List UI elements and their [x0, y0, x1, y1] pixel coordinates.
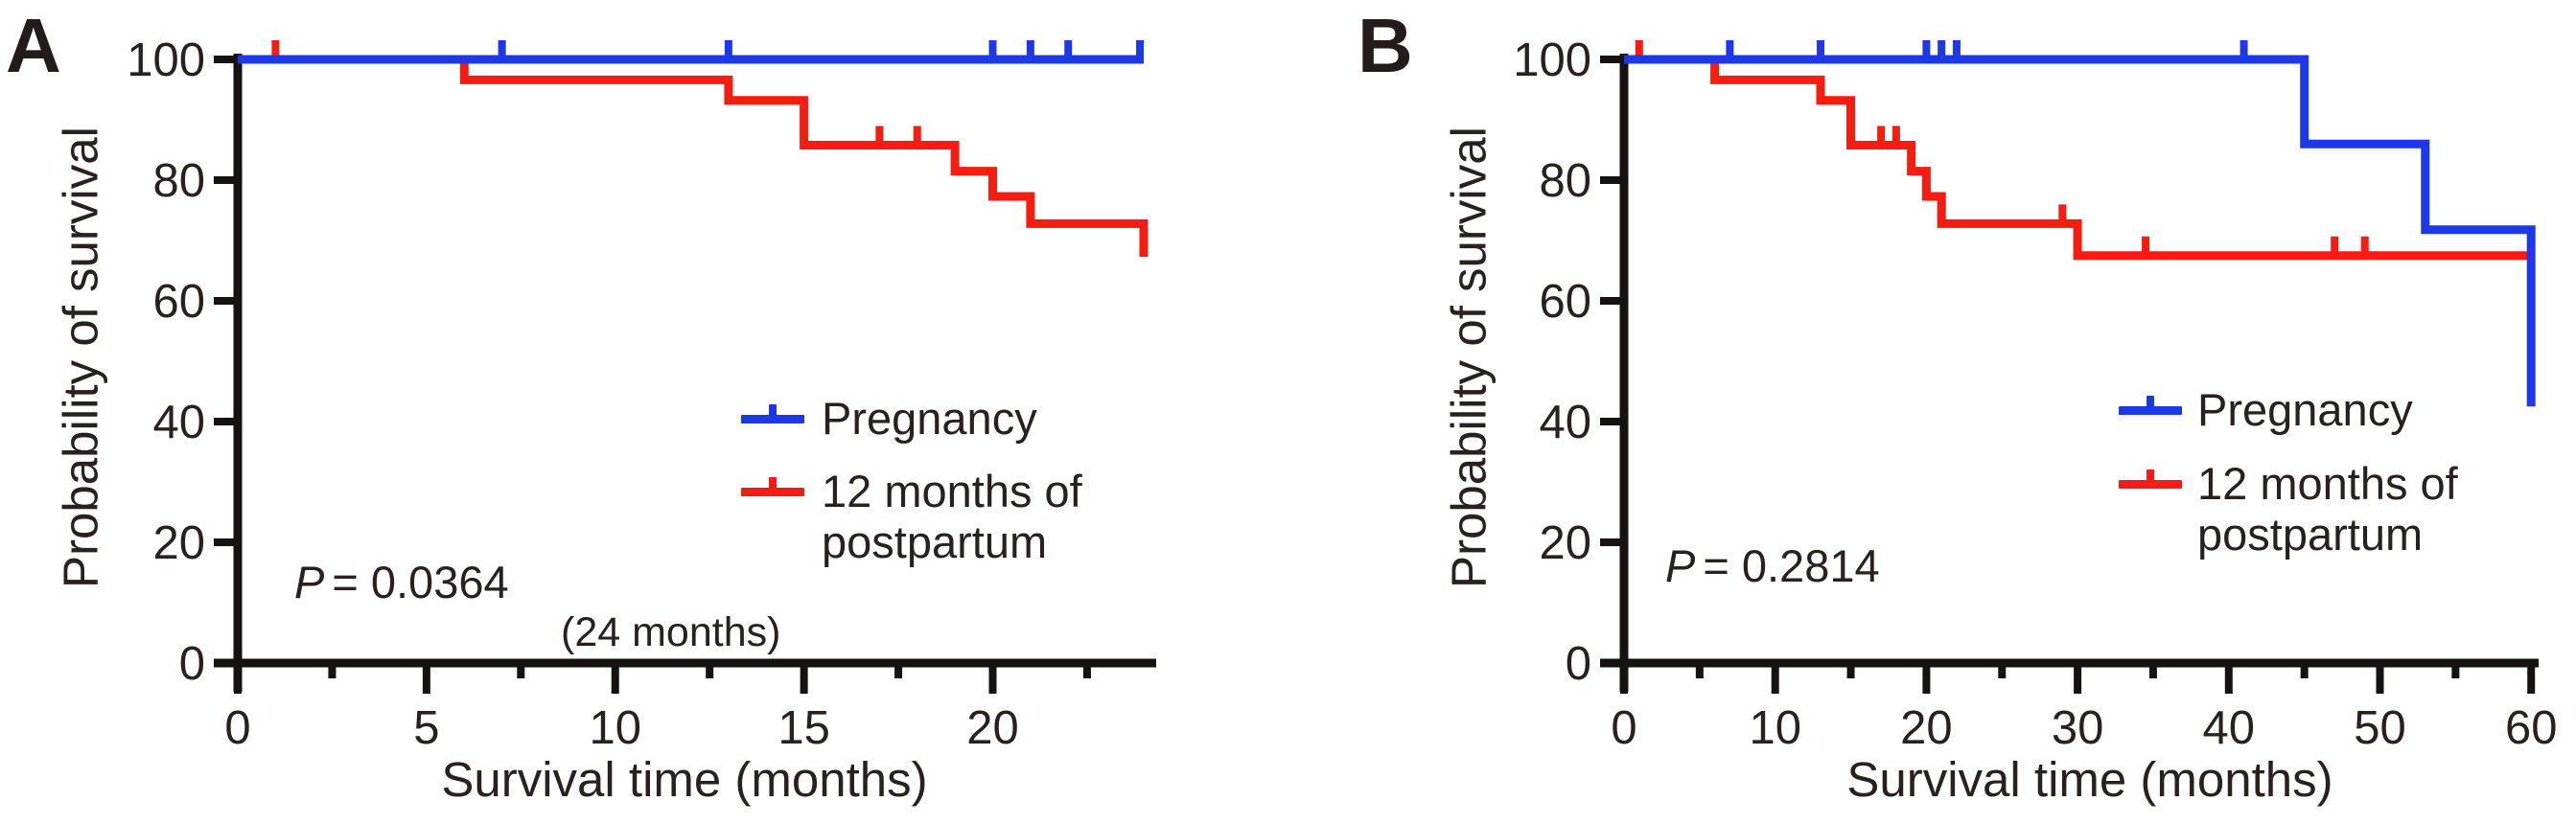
x-tick-label: 10	[589, 702, 641, 754]
legend-label-pregnancy: Pregnancy	[822, 393, 1037, 444]
x-tick-label: 30	[2052, 702, 2104, 754]
legend-label-postpartum: 12 months of postpartum	[2197, 458, 2458, 560]
y-tick-label: 100	[1513, 34, 1591, 86]
pregnancy-line-sample	[2119, 396, 2182, 415]
censor-tick-icon	[769, 477, 777, 490]
y-tick-label: 20	[1539, 517, 1591, 569]
legend-label-postpartum: 12 months of postpartum	[822, 466, 1082, 567]
panel-b-y-axis-title: Probability of survival	[1441, 126, 1497, 588]
y-tick-label: 0	[179, 638, 205, 690]
legend-label-line1: 12 months of	[2197, 458, 2458, 509]
panel-a-24-months-annotation: (24 months)	[561, 609, 781, 655]
y-tick-label: 60	[152, 276, 205, 328]
x-tick-label: 20	[1900, 702, 1953, 754]
y-tick-label: 80	[1539, 155, 1591, 207]
postpartum-line-sample	[2119, 469, 2182, 489]
x-tick-label: 40	[2203, 702, 2256, 754]
panel-b-label: B	[1358, 3, 1414, 88]
x-tick-label: 5	[413, 702, 439, 754]
km-curve-pregnancy	[1624, 55, 2536, 407]
y-tick-label: 100	[127, 34, 205, 86]
x-tick-label: 15	[777, 702, 830, 754]
legend-label-line1: 12 months of	[822, 466, 1082, 516]
censor-tick-icon	[2147, 396, 2154, 408]
x-tick-label: 0	[224, 702, 250, 754]
postpartum-line-sample	[741, 477, 804, 496]
panel-b-p-value: P = 0.2814	[1665, 539, 1880, 592]
panel-a-label: A	[6, 3, 62, 88]
panel-a-x-axis-title: Survival time (months)	[441, 752, 928, 807]
km-curve-postpartum	[238, 55, 1149, 257]
p-symbol: P	[1665, 540, 1696, 591]
x-tick-label: 10	[1749, 702, 1801, 754]
panel-a-y-axis-title: Probability of survival	[53, 126, 108, 588]
x-tick-label: 50	[2354, 702, 2406, 754]
y-tick-label: 0	[1566, 638, 1591, 690]
legend-label-pregnancy: Pregnancy	[2197, 384, 2413, 435]
censor-tick-icon	[769, 404, 777, 417]
x-tick-label: 60	[2505, 702, 2558, 754]
p-value-text: = 0.0364	[332, 557, 509, 607]
legend-label-line2: postpartum	[2197, 509, 2424, 560]
censor-tick-icon	[2147, 469, 2154, 482]
pregnancy-line-sample	[741, 404, 804, 423]
y-tick-label: 80	[152, 155, 205, 207]
panel-a-p-value: P = 0.0364	[294, 556, 509, 608]
km-curve-postpartum	[1624, 55, 2532, 261]
x-tick-label: 20	[966, 702, 1019, 754]
legend-label-line2: postpartum	[822, 516, 1048, 567]
p-value-text: = 0.2814	[1703, 540, 1880, 591]
panel-b-x-axis-title: Survival time (months)	[1846, 752, 2333, 807]
p-symbol: P	[294, 557, 325, 607]
y-tick-label: 20	[152, 517, 205, 569]
y-tick-label: 40	[1539, 397, 1591, 448]
y-tick-label: 40	[152, 397, 205, 448]
x-tick-label: 0	[1611, 702, 1636, 754]
y-tick-label: 60	[1539, 276, 1591, 328]
